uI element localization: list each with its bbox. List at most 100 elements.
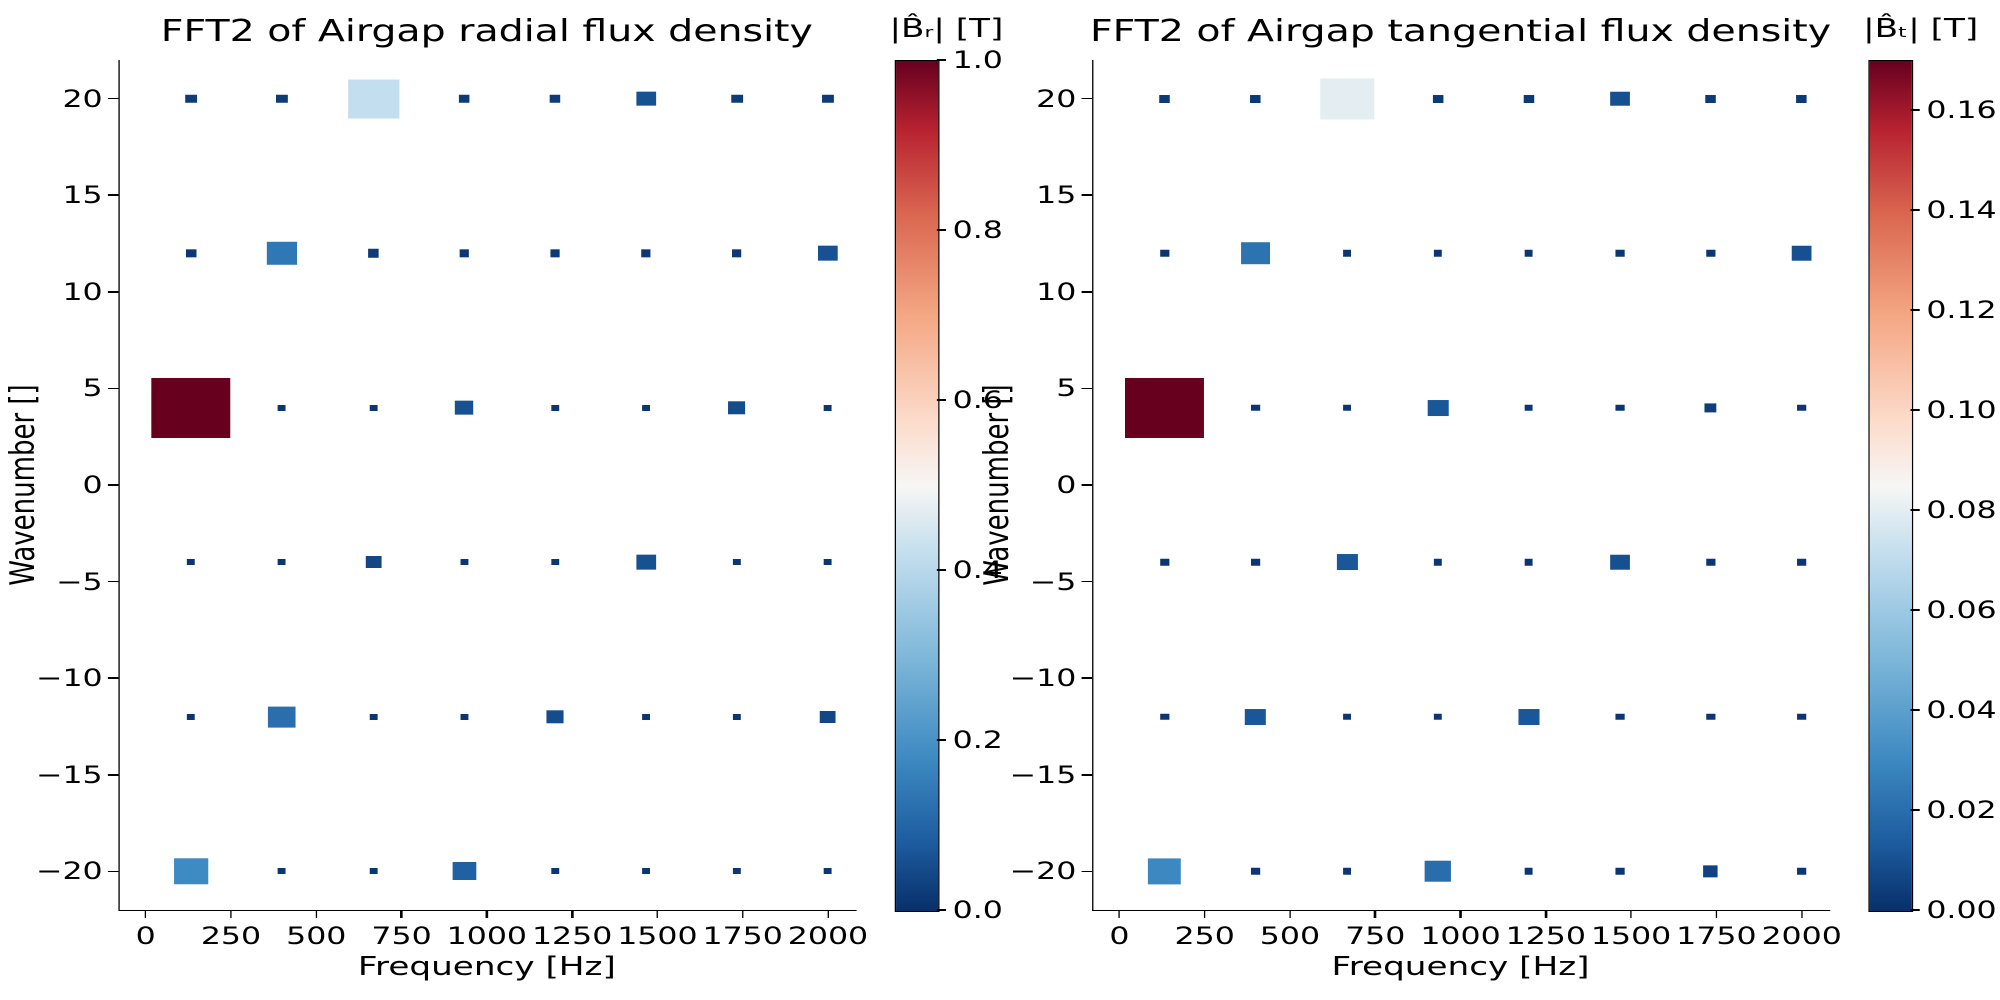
y-tick xyxy=(1082,581,1093,583)
y-tick xyxy=(108,194,119,196)
data-point xyxy=(551,559,559,565)
y-tick xyxy=(1082,98,1093,100)
data-point xyxy=(1148,859,1181,884)
data-point xyxy=(1706,250,1715,257)
data-point xyxy=(1796,95,1806,103)
x-tick xyxy=(571,910,573,918)
colorbar-tick-label: 1.0 xyxy=(953,46,1003,74)
data-point xyxy=(460,714,468,720)
data-point xyxy=(1616,250,1625,257)
x-tick-label: 1750 xyxy=(702,922,782,950)
y-tick-label: 10 xyxy=(62,278,102,306)
y-tick xyxy=(1082,291,1093,293)
data-point xyxy=(636,555,655,570)
y-tick xyxy=(108,484,119,486)
y-tick xyxy=(108,388,119,390)
data-point xyxy=(1343,404,1352,411)
data-point xyxy=(1610,91,1629,106)
data-point xyxy=(278,405,286,411)
colorbar-tick xyxy=(937,59,946,61)
data-point xyxy=(1524,559,1533,566)
y-tick-label: 10 xyxy=(1036,278,1076,306)
data-point xyxy=(732,250,742,257)
colorbar-tick xyxy=(937,229,946,231)
colorbar-tick-label: 0.04 xyxy=(1926,696,1996,724)
data-point xyxy=(733,868,741,874)
data-point xyxy=(186,250,196,257)
data-point xyxy=(458,94,469,102)
data-point xyxy=(822,94,833,102)
data-point xyxy=(1251,95,1261,103)
data-point xyxy=(1125,378,1204,438)
y-tick-label: −10 xyxy=(1010,664,1077,692)
y-tick-label: 15 xyxy=(1036,181,1076,209)
chart-title: FFT2 of Airgap tangential flux density xyxy=(1090,14,1831,49)
y-tick xyxy=(1082,194,1093,196)
data-point xyxy=(1160,714,1169,721)
y-axis-label: Wavenumber [] xyxy=(4,384,43,585)
data-point xyxy=(820,711,836,723)
x-tick xyxy=(1545,910,1547,918)
data-point xyxy=(1242,242,1270,264)
x-tick-label: 1000 xyxy=(447,922,527,950)
data-point xyxy=(824,559,832,565)
x-tick-label: 500 xyxy=(1260,922,1320,950)
x-tick-label: 2000 xyxy=(788,922,868,950)
colorbar-tick-label: 0.10 xyxy=(1926,396,1996,424)
data-point xyxy=(549,94,560,102)
data-point xyxy=(1524,868,1533,875)
data-point xyxy=(824,868,832,874)
colorbar-tick xyxy=(1911,109,1920,111)
colorbar-tick xyxy=(1911,809,1920,811)
data-point xyxy=(550,250,560,257)
data-point xyxy=(1433,714,1442,721)
y-tick xyxy=(108,774,119,776)
x-axis-label: Frequency [Hz] xyxy=(358,952,616,982)
data-point xyxy=(369,868,377,874)
data-point xyxy=(152,378,231,438)
colorbar-tick-label: 0.02 xyxy=(1926,796,1996,824)
x-tick-label: 2000 xyxy=(1761,922,1841,950)
y-tick-label: −5 xyxy=(1030,568,1077,596)
colorbar xyxy=(895,60,940,912)
data-point xyxy=(1705,95,1715,103)
y-tick xyxy=(108,98,119,100)
data-point xyxy=(452,862,476,880)
data-point xyxy=(268,706,295,727)
data-point xyxy=(267,242,297,264)
x-tick xyxy=(401,910,403,918)
data-point xyxy=(1252,559,1261,566)
y-tick-label: 5 xyxy=(83,374,103,402)
data-point xyxy=(1524,250,1533,257)
data-point xyxy=(1518,709,1539,725)
x-tick-label: 500 xyxy=(286,922,346,950)
x-tick-label: 1000 xyxy=(1420,922,1500,950)
y-axis-label: Wavenumber [] xyxy=(978,384,1017,585)
colorbar-tick-label: 0.8 xyxy=(953,216,1003,244)
data-point xyxy=(1336,554,1357,570)
y-tick-label: −20 xyxy=(1010,857,1077,885)
x-tick-label: 1250 xyxy=(532,922,612,950)
colorbar-tick-label: 0.06 xyxy=(1926,596,1996,624)
data-point xyxy=(1703,866,1718,877)
y-tick-label: 0 xyxy=(83,471,103,499)
data-point xyxy=(185,94,196,102)
y-tick xyxy=(108,871,119,873)
data-point xyxy=(1705,403,1717,412)
x-tick-label: 1500 xyxy=(1591,922,1671,950)
x-tick-label: 0 xyxy=(1109,922,1129,950)
data-point xyxy=(641,250,651,257)
data-point xyxy=(733,714,741,720)
colorbar-tick xyxy=(937,569,946,571)
data-point xyxy=(1252,404,1261,411)
data-point xyxy=(1797,868,1806,875)
data-point xyxy=(187,714,195,720)
data-point xyxy=(369,714,377,720)
colorbar-tick-label: 0.0 xyxy=(953,896,1003,924)
x-tick-label: 250 xyxy=(1175,922,1235,950)
x-tick xyxy=(1289,910,1291,918)
data-point xyxy=(1245,709,1266,725)
plot-area xyxy=(118,60,856,911)
data-point xyxy=(551,405,559,411)
x-tick xyxy=(1460,910,1462,918)
